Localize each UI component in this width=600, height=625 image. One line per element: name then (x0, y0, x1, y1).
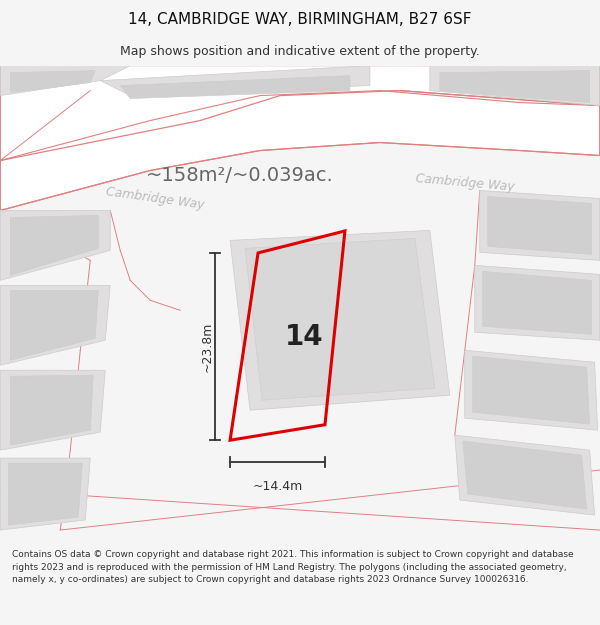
Polygon shape (1, 91, 599, 211)
Text: ~14.4m: ~14.4m (253, 480, 302, 493)
Text: 14, CAMBRIDGE WAY, BIRMINGHAM, B27 6SF: 14, CAMBRIDGE WAY, BIRMINGHAM, B27 6SF (128, 12, 472, 27)
Polygon shape (463, 441, 587, 509)
Polygon shape (480, 191, 599, 261)
Polygon shape (8, 463, 82, 525)
Polygon shape (100, 66, 370, 96)
Polygon shape (120, 76, 350, 99)
Text: Cambridge Way: Cambridge Way (415, 172, 515, 193)
Polygon shape (440, 71, 590, 102)
Text: Map shows position and indicative extent of the property.: Map shows position and indicative extent… (120, 45, 480, 58)
Polygon shape (10, 375, 93, 445)
Polygon shape (1, 66, 130, 96)
Polygon shape (10, 291, 98, 360)
Polygon shape (455, 435, 595, 515)
Polygon shape (230, 231, 450, 410)
Polygon shape (1, 370, 105, 450)
Polygon shape (475, 266, 599, 340)
Polygon shape (245, 238, 435, 400)
Polygon shape (465, 350, 598, 430)
Polygon shape (10, 71, 95, 92)
Text: ~158m²/~0.039ac.: ~158m²/~0.039ac. (146, 166, 334, 185)
Text: Cambridge Way: Cambridge Way (105, 185, 205, 212)
Polygon shape (430, 66, 599, 106)
Polygon shape (1, 211, 110, 281)
Text: 14: 14 (285, 323, 324, 351)
Polygon shape (488, 196, 592, 254)
Text: ~23.8m: ~23.8m (200, 321, 214, 372)
Polygon shape (10, 216, 98, 276)
Text: Contains OS data © Crown copyright and database right 2021. This information is : Contains OS data © Crown copyright and d… (12, 550, 574, 584)
Polygon shape (1, 66, 599, 161)
Polygon shape (483, 271, 592, 334)
Polygon shape (473, 356, 590, 424)
Polygon shape (1, 458, 90, 530)
Polygon shape (1, 286, 110, 365)
